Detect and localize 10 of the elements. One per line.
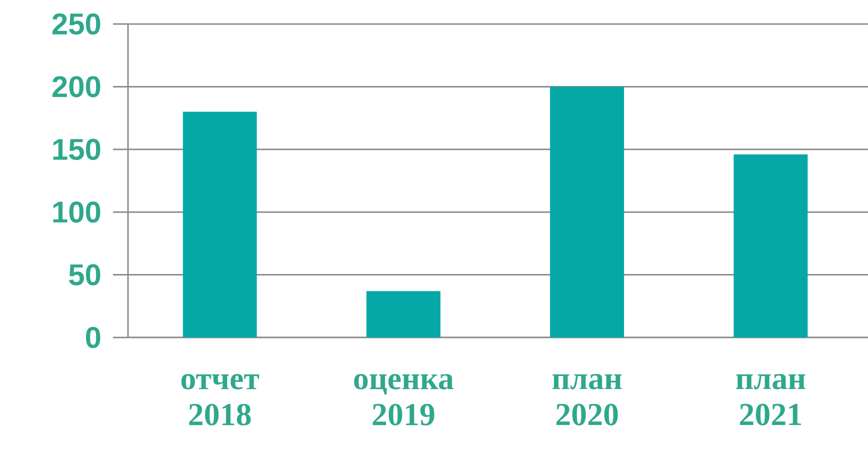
y-tick-label: 200	[52, 76, 100, 98]
x-tick-label: отчет 2018	[181, 374, 260, 426]
x-tick-label: план 2020	[552, 374, 622, 426]
y-tick-label: 250	[52, 13, 100, 35]
y-tick-label: 0	[86, 326, 100, 348]
x-tick-label: оценка 2019	[354, 374, 454, 426]
y-tick-label: 100	[53, 201, 100, 223]
y-tick-label: 150	[53, 138, 100, 160]
y-tick-label: 50	[69, 264, 100, 286]
x-tick-label: план 2021	[736, 374, 806, 426]
